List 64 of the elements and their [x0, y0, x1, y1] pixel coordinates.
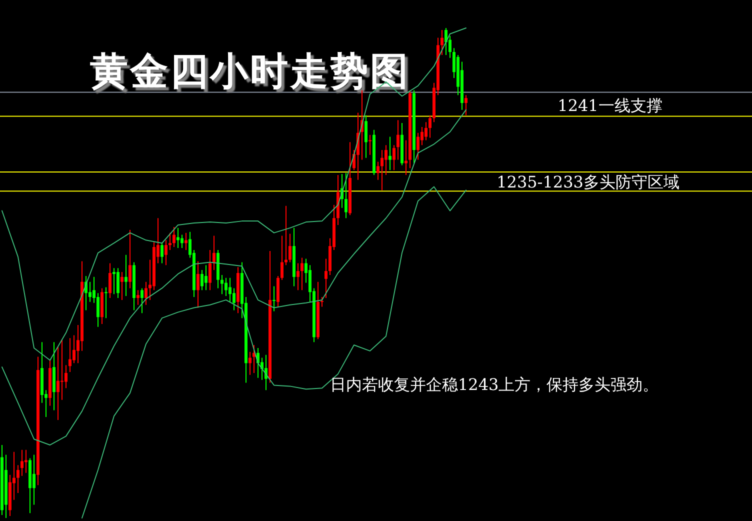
candlestick [376, 161, 380, 180]
candlestick [232, 288, 236, 311]
candlestick [204, 264, 208, 291]
candlestick [56, 346, 60, 420]
ref-line-label: 1235-1233多头防守区域 [496, 172, 680, 192]
candlestick [128, 229, 132, 289]
candlestick [380, 150, 384, 191]
candlestick [228, 277, 232, 302]
candlestick [444, 28, 448, 56]
candlestick [384, 144, 388, 176]
candlestick [24, 449, 28, 474]
candlestick [72, 334, 76, 364]
candlestick [160, 242, 164, 264]
candlestick [464, 94, 468, 116]
candlestick [68, 338, 72, 372]
candlestick [344, 172, 348, 219]
candlestick [324, 258, 328, 298]
candlestick [108, 262, 112, 298]
candlestick [392, 144, 396, 171]
candlestick [220, 274, 224, 295]
candlestick [120, 272, 124, 300]
annotation: 日内若收复并企稳1243上方，保持多头强劲。 [330, 375, 659, 394]
candlestick [168, 232, 172, 250]
candlestick [60, 340, 64, 400]
candlestick [200, 270, 204, 291]
candlestick [320, 296, 324, 308]
candlestick [176, 227, 180, 249]
candlestick [140, 288, 144, 314]
candlestick [420, 126, 424, 146]
candlestick [224, 277, 228, 297]
candlestick [368, 134, 372, 156]
candlestick [184, 232, 188, 250]
candlestick [88, 281, 92, 302]
ref-line-label: 1241一线支撑 [558, 96, 662, 116]
candlestick [300, 257, 304, 291]
candlestick [144, 281, 148, 306]
candlestick [112, 268, 116, 295]
candlestick [180, 234, 184, 249]
candlestick [32, 454, 36, 506]
candlestick [208, 249, 212, 291]
candlestick [288, 233, 292, 263]
candlestick [416, 132, 420, 160]
candlestick [396, 120, 400, 160]
candlestick [124, 254, 128, 297]
candlestick [20, 449, 24, 476]
candlestick [116, 268, 120, 298]
candlestick [96, 292, 100, 328]
candlestick [424, 122, 428, 141]
candlestick [364, 114, 368, 158]
text: 黄金四小时走势图 [90, 48, 410, 93]
candlestick [248, 351, 252, 376]
candlestick [196, 260, 200, 308]
candlestick [164, 240, 168, 266]
candlestick [388, 136, 392, 171]
candlestick [440, 29, 444, 56]
candlestick [172, 226, 176, 248]
candlestick [104, 286, 108, 319]
candlestick [136, 290, 140, 306]
candlestick [280, 235, 284, 280]
candlestick [296, 262, 300, 291]
candlestick [428, 114, 432, 138]
candlestick [16, 464, 20, 494]
candlestick [272, 286, 276, 312]
candlestick [64, 364, 68, 389]
